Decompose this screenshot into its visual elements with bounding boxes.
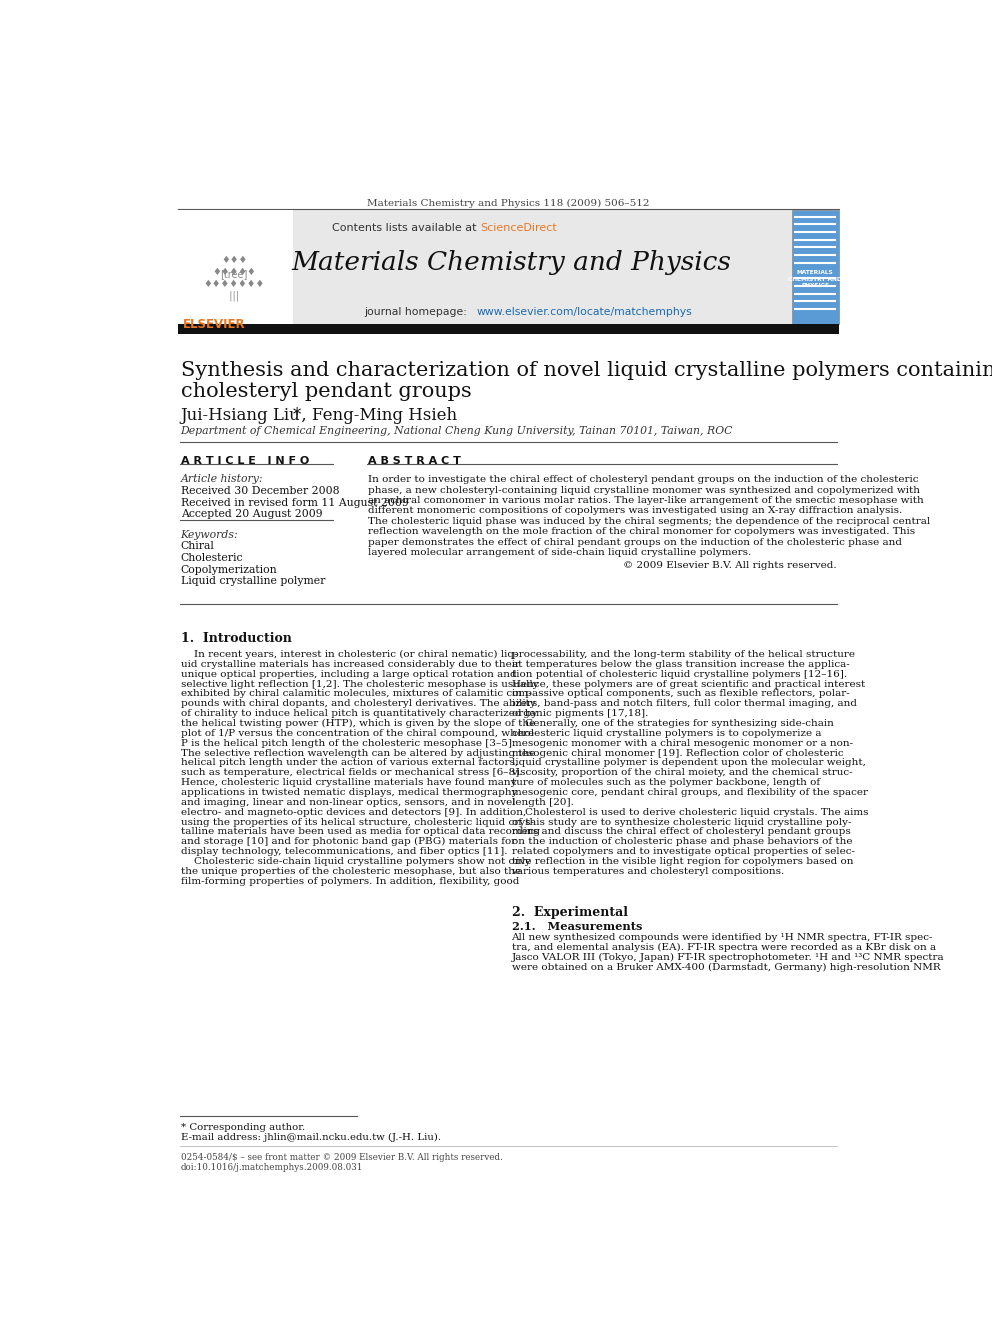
Text: various temperatures and cholesteryl compositions.: various temperatures and cholesteryl com… xyxy=(512,867,785,876)
Bar xyxy=(179,210,293,324)
Text: reflection wavelength on the mole fraction of the chiral monomer for copolymers : reflection wavelength on the mole fracti… xyxy=(368,527,916,536)
Text: tion potential of cholesteric liquid crystalline polymers [12–16].: tion potential of cholesteric liquid cry… xyxy=(512,669,846,679)
Text: mesogenic chiral monomer [19]. Reflection color of cholesteric: mesogenic chiral monomer [19]. Reflectio… xyxy=(512,749,843,758)
Text: organic pigments [17,18].: organic pigments [17,18]. xyxy=(512,709,648,718)
Bar xyxy=(179,210,838,324)
Text: plot of 1/P versus the concentration of the chiral compound, where: plot of 1/P versus the concentration of … xyxy=(181,729,534,738)
Text: such as temperature, electrical fields or mechanical stress [6–8].: such as temperature, electrical fields o… xyxy=(181,769,522,778)
Text: *, Feng-Ming Hsieh: *, Feng-Ming Hsieh xyxy=(293,406,457,423)
Text: Cholesteric: Cholesteric xyxy=(181,553,243,564)
Text: Materials Chemistry and Physics 118 (2009) 506–512: Materials Chemistry and Physics 118 (200… xyxy=(367,198,650,208)
Text: viscosity, proportion of the chiral moiety, and the chemical struc-: viscosity, proportion of the chiral moie… xyxy=(512,769,853,778)
Text: tive reflection in the visible light region for copolymers based on: tive reflection in the visible light reg… xyxy=(512,857,853,867)
Text: liquid crystalline polymer is dependent upon the molecular weight,: liquid crystalline polymer is dependent … xyxy=(512,758,865,767)
Text: the unique properties of the cholesteric mesophase, but also the: the unique properties of the cholesteric… xyxy=(181,867,521,876)
Text: the helical twisting power (HTP), which is given by the slope of the: the helical twisting power (HTP), which … xyxy=(181,718,535,728)
Text: mers and discuss the chiral effect of cholesteryl pendant groups: mers and discuss the chiral effect of ch… xyxy=(512,827,850,836)
Text: Article history:: Article history: xyxy=(181,475,263,484)
Text: The selective reflection wavelength can be altered by adjusting the: The selective reflection wavelength can … xyxy=(181,749,535,758)
Text: Accepted 20 August 2009: Accepted 20 August 2009 xyxy=(181,509,322,519)
Text: and storage [10] and for photonic band gap (PBG) materials for: and storage [10] and for photonic band g… xyxy=(181,837,516,847)
Text: selective light reflection [1,2]. The cholesteric mesophase is usually: selective light reflection [1,2]. The ch… xyxy=(181,680,539,688)
Text: ♦♦♦
♦♦♦♦♦
♦♦♦♦♦♦♦
  |||: ♦♦♦ ♦♦♦♦♦ ♦♦♦♦♦♦♦ ||| xyxy=(203,255,265,300)
Text: layered molecular arrangement of side-chain liquid crystalline polymers.: layered molecular arrangement of side-ch… xyxy=(368,548,751,557)
Text: All new synthesized compounds were identified by ¹H NMR spectra, FT-IR spec-: All new synthesized compounds were ident… xyxy=(512,934,933,942)
Text: an achiral comonomer in various molar ratios. The layer-like arrangement of the : an achiral comonomer in various molar ra… xyxy=(368,496,924,505)
Text: were obtained on a Bruker AMX-400 (Darmstadt, Germany) high-resolution NMR: were obtained on a Bruker AMX-400 (Darms… xyxy=(512,963,940,972)
Text: ScienceDirect: ScienceDirect xyxy=(480,222,558,233)
Text: Generally, one of the strategies for synthesizing side-chain: Generally, one of the strategies for syn… xyxy=(512,718,833,728)
Text: talline materials have been used as media for optical data recording: talline materials have been used as medi… xyxy=(181,827,540,836)
Text: length [20].: length [20]. xyxy=(512,798,573,807)
Text: ELSEVIER: ELSEVIER xyxy=(184,318,246,331)
Text: processability, and the long-term stability of the helical structure: processability, and the long-term stabil… xyxy=(512,650,854,659)
Text: of chirality to induce helical pitch is quantitatively characterized by: of chirality to induce helical pitch is … xyxy=(181,709,537,718)
Text: different monomeric compositions of copolymers was investigated using an X-ray d: different monomeric compositions of copo… xyxy=(368,507,903,516)
Text: unique optical properties, including a large optical rotation and: unique optical properties, including a l… xyxy=(181,669,516,679)
Text: cholesteric liquid crystalline polymers is to copolymerize a: cholesteric liquid crystalline polymers … xyxy=(512,729,821,738)
Text: In order to investigate the chiral effect of cholesteryl pendant groups on the i: In order to investigate the chiral effec… xyxy=(368,475,919,484)
Text: [tree]: [tree] xyxy=(220,270,248,279)
Text: applications in twisted nematic displays, medical thermography: applications in twisted nematic displays… xyxy=(181,789,517,796)
Text: uid crystalline materials has increased considerably due to their: uid crystalline materials has increased … xyxy=(181,660,520,669)
Text: mesogenic monomer with a chiral mesogenic monomer or a non-: mesogenic monomer with a chiral mesogeni… xyxy=(512,738,853,747)
Text: Received 30 December 2008: Received 30 December 2008 xyxy=(181,486,339,496)
Text: Materials Chemistry and Physics: Materials Chemistry and Physics xyxy=(292,250,731,275)
Text: 2.1.   Measurements: 2.1. Measurements xyxy=(512,921,642,933)
Text: pounds with chiral dopants, and cholesteryl derivatives. The ability: pounds with chiral dopants, and choleste… xyxy=(181,700,536,708)
Text: phase, a new cholesteryl-containing liquid crystalline monomer was synthesized a: phase, a new cholesteryl-containing liqu… xyxy=(368,486,921,495)
Text: 2.  Experimental: 2. Experimental xyxy=(512,906,628,918)
Text: using the properties of its helical structure, cholesteric liquid crys-: using the properties of its helical stru… xyxy=(181,818,534,827)
Text: * Corresponding author.: * Corresponding author. xyxy=(181,1123,305,1131)
Text: tra, and elemental analysis (EA). FT-IR spectra were recorded as a KBr disk on a: tra, and elemental analysis (EA). FT-IR … xyxy=(512,943,935,953)
Text: A B S T R A C T: A B S T R A C T xyxy=(368,456,461,466)
Text: helical pitch length under the action of various external factors,: helical pitch length under the action of… xyxy=(181,758,518,767)
Text: A R T I C L E   I N F O: A R T I C L E I N F O xyxy=(181,456,309,466)
Text: Jui-Hsiang Liu: Jui-Hsiang Liu xyxy=(181,406,301,423)
Text: Cholesterol is used to derive cholesteric liquid crystals. The aims: Cholesterol is used to derive cholesteri… xyxy=(512,808,868,816)
Text: © 2009 Elsevier B.V. All rights reserved.: © 2009 Elsevier B.V. All rights reserved… xyxy=(623,561,837,570)
Text: P is the helical pitch length of the cholesteric mesophase [3–5].: P is the helical pitch length of the cho… xyxy=(181,738,515,747)
Text: Contents lists available at: Contents lists available at xyxy=(332,222,480,233)
Text: cholesteryl pendant groups: cholesteryl pendant groups xyxy=(181,382,471,401)
Text: Hence, cholesteric liquid crystalline materials have found many: Hence, cholesteric liquid crystalline ma… xyxy=(181,778,516,787)
Text: Liquid crystalline polymer: Liquid crystalline polymer xyxy=(181,576,325,586)
Text: electro- and magneto-optic devices and detectors [9]. In addition,: electro- and magneto-optic devices and d… xyxy=(181,808,526,816)
Text: Synthesis and characterization of novel liquid crystalline polymers containing: Synthesis and characterization of novel … xyxy=(181,360,992,380)
Text: izers, band-pass and notch filters, full color thermal imaging, and: izers, band-pass and notch filters, full… xyxy=(512,700,856,708)
Text: display technology, telecommunications, and fiber optics [11].: display technology, telecommunications, … xyxy=(181,847,507,856)
Text: Cholesteric side-chain liquid crystalline polymers show not only: Cholesteric side-chain liquid crystallin… xyxy=(181,857,531,867)
Text: related copolymers and to investigate optical properties of selec-: related copolymers and to investigate op… xyxy=(512,847,854,856)
Text: Received in revised form 11 August 2009: Received in revised form 11 August 2009 xyxy=(181,497,409,508)
Bar xyxy=(179,324,838,335)
Text: journal homepage:: journal homepage: xyxy=(364,307,470,318)
Text: Jasco VALOR III (Tokyo, Japan) FT-IR spectrophotometer. ¹H and ¹³C NMR spectra: Jasco VALOR III (Tokyo, Japan) FT-IR spe… xyxy=(512,953,944,962)
Text: in passive optical components, such as flexible reflectors, polar-: in passive optical components, such as f… xyxy=(512,689,849,699)
Text: MATERIALS
CHEMISTRY AND
PHYSICS: MATERIALS CHEMISTRY AND PHYSICS xyxy=(789,270,842,288)
Text: on the induction of cholesteric phase and phase behaviors of the: on the induction of cholesteric phase an… xyxy=(512,837,852,847)
Text: doi:10.1016/j.matchemphys.2009.08.031: doi:10.1016/j.matchemphys.2009.08.031 xyxy=(181,1163,363,1172)
Text: Keywords:: Keywords: xyxy=(181,531,238,540)
Text: paper demonstrates the effect of chiral pendant groups on the induction of the c: paper demonstrates the effect of chiral … xyxy=(368,537,902,546)
Text: E-mail address: jhlin@mail.ncku.edu.tw (J.-H. Liu).: E-mail address: jhlin@mail.ncku.edu.tw (… xyxy=(181,1132,440,1142)
Text: Department of Chemical Engineering, National Cheng Kung University, Tainan 70101: Department of Chemical Engineering, Nati… xyxy=(181,426,733,437)
Text: film-forming properties of polymers. In addition, flexibility, good: film-forming properties of polymers. In … xyxy=(181,877,519,885)
Text: ture of molecules such as the polymer backbone, length of: ture of molecules such as the polymer ba… xyxy=(512,778,819,787)
Text: exhibited by chiral calamitic molecules, mixtures of calamitic com-: exhibited by chiral calamitic molecules,… xyxy=(181,689,531,699)
Text: of this study are to synthesize cholesteric liquid crystalline poly-: of this study are to synthesize choleste… xyxy=(512,818,851,827)
Text: at temperatures below the glass transition increase the applica-: at temperatures below the glass transiti… xyxy=(512,660,849,669)
Bar xyxy=(792,210,838,324)
Text: Chiral: Chiral xyxy=(181,541,214,552)
Text: mesogenic core, pendant chiral groups, and flexibility of the spacer: mesogenic core, pendant chiral groups, a… xyxy=(512,789,867,796)
Text: and imaging, linear and non-linear optics, sensors, and in novel: and imaging, linear and non-linear optic… xyxy=(181,798,515,807)
Text: 0254-0584/$ – see front matter © 2009 Elsevier B.V. All rights reserved.: 0254-0584/$ – see front matter © 2009 El… xyxy=(181,1152,502,1162)
Text: 1.  Introduction: 1. Introduction xyxy=(181,631,292,644)
Text: The cholesteric liquid phase was induced by the chiral segments; the dependence : The cholesteric liquid phase was induced… xyxy=(368,517,930,525)
Text: www.elsevier.com/locate/matchemphys: www.elsevier.com/locate/matchemphys xyxy=(476,307,692,318)
Text: Hence, these polymers are of great scientific and practical interest: Hence, these polymers are of great scien… xyxy=(512,680,865,688)
Text: In recent years, interest in cholesteric (or chiral nematic) liq-: In recent years, interest in cholesteric… xyxy=(181,650,517,659)
Text: Copolymerization: Copolymerization xyxy=(181,565,277,574)
